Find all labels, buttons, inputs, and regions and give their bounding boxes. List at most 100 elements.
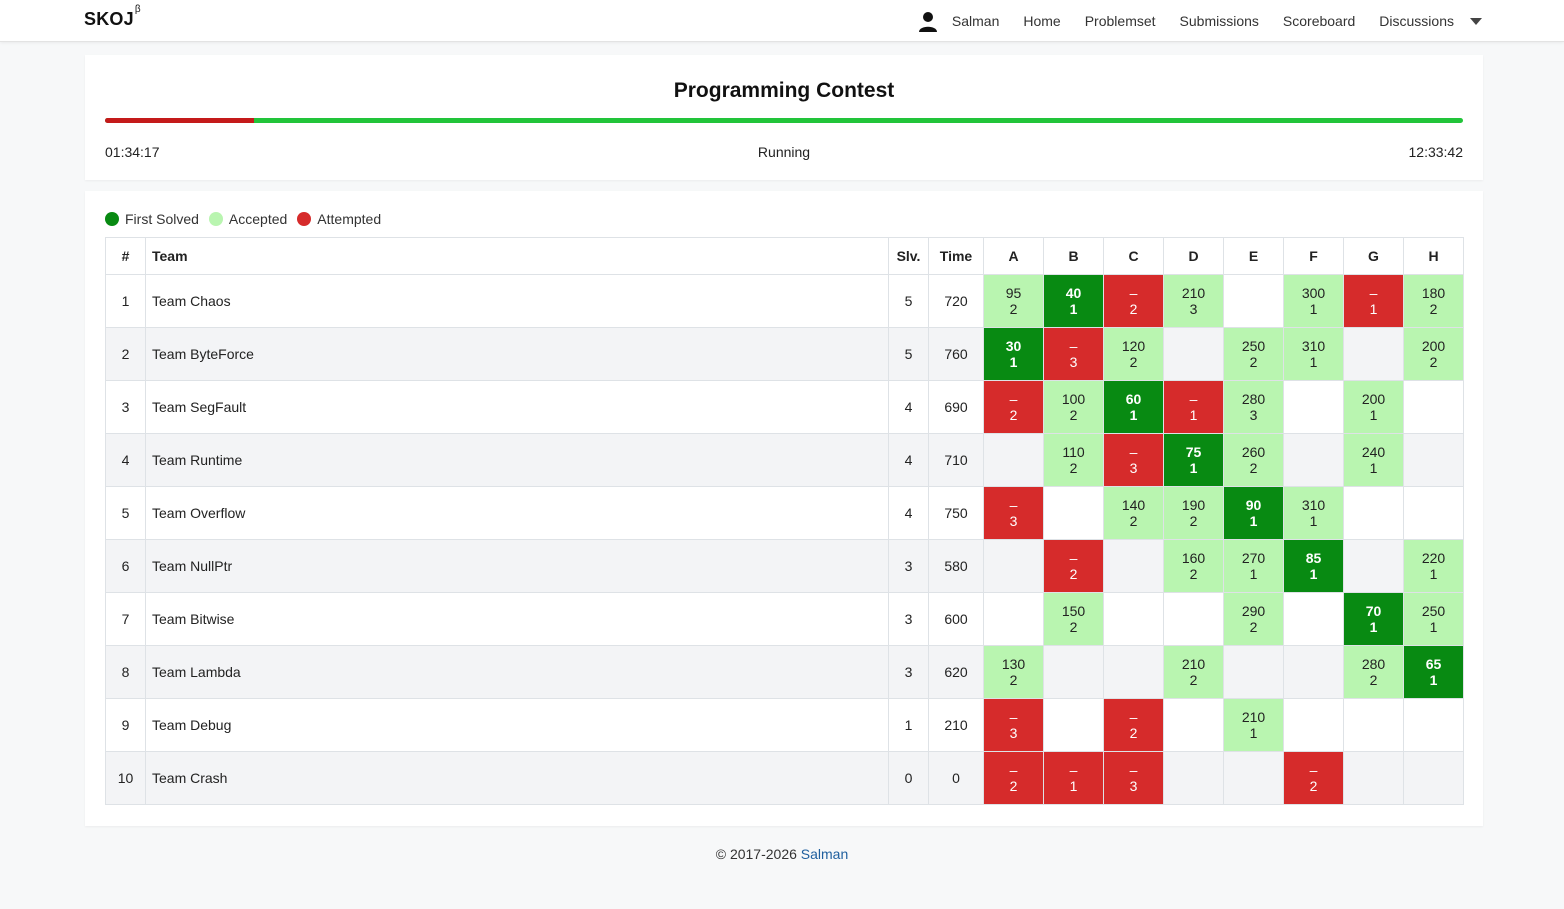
header-time: Time [928, 237, 984, 275]
header-problem-e[interactable]: E [1223, 237, 1284, 275]
problem-cell-f[interactable]: 310 1 [1283, 486, 1344, 540]
problem-cell-c[interactable]: 140 2 [1103, 486, 1164, 540]
header-problem-a[interactable]: A [983, 237, 1044, 275]
rank-cell: 9 [105, 698, 146, 752]
cell-tries: 3 [1189, 301, 1198, 317]
problem-cell-g[interactable]: –1 [1343, 274, 1404, 328]
team-name[interactable]: Team Chaos [145, 274, 889, 328]
problem-cell-f[interactable]: 85 1 [1283, 539, 1344, 593]
problem-cell-a[interactable]: –2 [983, 380, 1044, 434]
problem-cell-a[interactable]: –2 [983, 751, 1044, 805]
problem-cell-g [1343, 327, 1404, 381]
problem-cell-a[interactable]: –3 [983, 698, 1044, 752]
problem-cell-d[interactable]: 210 2 [1163, 645, 1224, 699]
nav-home[interactable]: Home [1023, 13, 1061, 29]
problem-cell-h[interactable]: 180 2 [1403, 274, 1464, 328]
problem-cell-c[interactable]: –2 [1103, 698, 1164, 752]
problem-cell-d[interactable]: 210 3 [1163, 274, 1224, 328]
problem-cell-a[interactable]: 30 1 [983, 327, 1044, 381]
problem-cell-a [983, 539, 1044, 593]
brand-logo[interactable]: SKOJβ [84, 4, 141, 30]
cell-time: 90 [1245, 497, 1262, 513]
problem-cell-b[interactable]: 110 2 [1043, 433, 1104, 487]
problem-cell-e[interactable]: 290 2 [1223, 592, 1284, 646]
solved-cell: 5 [888, 274, 929, 328]
cell-time: 70 [1365, 603, 1382, 619]
nav-submissions[interactable]: Submissions [1179, 13, 1259, 29]
cell-time: 310 [1301, 497, 1326, 513]
problem-cell-b[interactable]: –3 [1043, 327, 1104, 381]
team-name[interactable]: Team Lambda [145, 645, 889, 699]
user-name[interactable]: Salman [951, 13, 1000, 29]
cell-time: 220 [1421, 550, 1446, 566]
problem-cell-d [1163, 698, 1224, 752]
header-problem-f[interactable]: F [1283, 237, 1344, 275]
team-name[interactable]: Team Overflow [145, 486, 889, 540]
problem-cell-f[interactable]: 310 1 [1283, 327, 1344, 381]
problem-cell-e[interactable]: 280 3 [1223, 380, 1284, 434]
problem-cell-e[interactable]: 250 2 [1223, 327, 1284, 381]
cell-tries: 1 [1069, 301, 1078, 317]
problem-cell-g[interactable]: 200 1 [1343, 380, 1404, 434]
problem-cell-d[interactable]: 190 2 [1163, 486, 1224, 540]
problem-cell-b[interactable]: –2 [1043, 539, 1104, 593]
cell-tries: 1 [1309, 513, 1318, 529]
team-name[interactable]: Team Crash [145, 751, 889, 805]
problem-cell-g[interactable]: 70 1 [1343, 592, 1404, 646]
problem-cell-h[interactable]: 250 1 [1403, 592, 1464, 646]
problem-cell-a[interactable]: 130 2 [983, 645, 1044, 699]
header-problem-h[interactable]: H [1403, 237, 1464, 275]
problem-cell-c[interactable]: –2 [1103, 274, 1164, 328]
nav-problemset[interactable]: Problemset [1084, 13, 1156, 29]
team-name[interactable]: Team SegFault [145, 380, 889, 434]
problem-cell-g[interactable]: 240 1 [1343, 433, 1404, 487]
legend-first-solved: First Solved [105, 211, 199, 227]
problem-cell-d[interactable]: 160 2 [1163, 539, 1224, 593]
problem-cell-c[interactable]: –3 [1103, 751, 1164, 805]
time-cell: 580 [928, 539, 984, 593]
nav-discussions[interactable]: Discussions [1379, 13, 1454, 29]
problem-cell-b [1043, 645, 1104, 699]
cell-time: 160 [1181, 550, 1206, 566]
rank-cell: 4 [105, 433, 146, 487]
team-name[interactable]: Team Runtime [145, 433, 889, 487]
team-name[interactable]: Team NullPtr [145, 539, 889, 593]
brand-name[interactable]: SKOJ [84, 9, 134, 29]
team-name[interactable]: Team Bitwise [145, 592, 889, 646]
footer-author-link[interactable]: Salman [800, 846, 849, 862]
problem-cell-h[interactable]: 200 2 [1403, 327, 1464, 381]
problem-cell-e[interactable]: 90 1 [1223, 486, 1284, 540]
header-problem-g[interactable]: G [1343, 237, 1404, 275]
time-cell: 750 [928, 486, 984, 540]
team-name[interactable]: Team Debug [145, 698, 889, 752]
chevron-down-icon[interactable] [1470, 18, 1482, 25]
header-problem-c[interactable]: C [1103, 237, 1164, 275]
problem-cell-g[interactable]: 280 2 [1343, 645, 1404, 699]
problem-cell-f[interactable]: –2 [1283, 751, 1344, 805]
problem-cell-b[interactable]: 100 2 [1043, 380, 1104, 434]
header-problem-d[interactable]: D [1163, 237, 1224, 275]
problem-cell-f[interactable]: 300 1 [1283, 274, 1344, 328]
problem-cell-h[interactable]: 220 1 [1403, 539, 1464, 593]
problem-cell-b[interactable]: –1 [1043, 751, 1104, 805]
problem-cell-a[interactable]: –3 [983, 486, 1044, 540]
user-menu[interactable]: Salman [916, 9, 999, 33]
problem-cell-a[interactable]: 95 2 [983, 274, 1044, 328]
problem-cell-b[interactable]: 150 2 [1043, 592, 1104, 646]
problem-cell-h[interactable]: 65 1 [1403, 645, 1464, 699]
problem-cell-b[interactable]: 40 1 [1043, 274, 1104, 328]
problem-cell-d[interactable]: 75 1 [1163, 433, 1224, 487]
problem-cell-e[interactable]: 210 1 [1223, 698, 1284, 752]
rank-cell: 5 [105, 486, 146, 540]
team-name[interactable]: Team ByteForce [145, 327, 889, 381]
nav-scoreboard[interactable]: Scoreboard [1282, 13, 1356, 29]
problem-cell-c[interactable]: 60 1 [1103, 380, 1164, 434]
problem-cell-d[interactable]: –1 [1163, 380, 1224, 434]
remaining-time: 12:33:42 [1408, 144, 1464, 160]
header-problem-b[interactable]: B [1043, 237, 1104, 275]
problem-cell-e[interactable]: 260 2 [1223, 433, 1284, 487]
problem-cell-e[interactable]: 270 1 [1223, 539, 1284, 593]
problem-cell-c[interactable]: 120 2 [1103, 327, 1164, 381]
problem-cell-c[interactable]: –3 [1103, 433, 1164, 487]
cell-tries: 3 [1009, 725, 1018, 741]
